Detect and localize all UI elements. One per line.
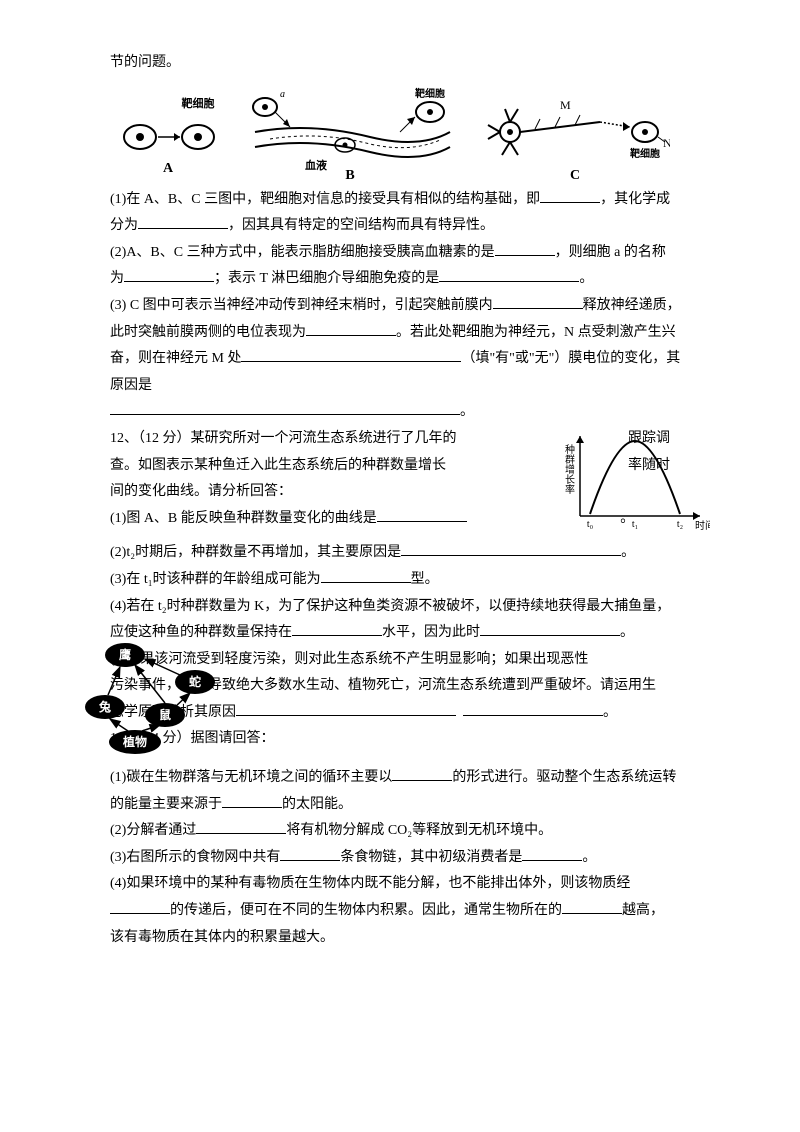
q13-4-line1: (4)如果环境中的某种有毒物质在生物体内既不能分解，也不能排出体外，则该物质经	[110, 871, 690, 898]
blank	[522, 846, 582, 861]
blank	[236, 701, 456, 716]
intro-fragment: 节的问题。	[110, 50, 690, 77]
blank	[377, 507, 467, 522]
svg-text:t₀: t₀	[587, 519, 594, 530]
q12-3: (3)在 t₁时该种群的年龄组成可能为型。	[110, 567, 690, 594]
q12-block: t₀ t₁ t₂ 时间 种群增长率 12、（12 分）某研究所对一个河流生态系统…	[110, 426, 690, 532]
blank	[222, 793, 282, 808]
svg-text:鹰: 鹰	[119, 647, 131, 662]
blank	[196, 819, 286, 834]
blank	[540, 188, 600, 203]
blank	[480, 621, 620, 636]
q11-3-line4: 。	[110, 399, 690, 426]
svg-text:靶细胞: 靶细胞	[182, 96, 215, 110]
q11-3-line3: 奋，则在神经元 M 处（填"有"或"无"）膜电位的变化，其原因是	[110, 346, 690, 399]
blank	[439, 267, 579, 282]
svg-text:血液: 血液	[305, 158, 328, 172]
q12-4-line1: (4)若在 t₂时种群数量为 K，为了保护这种鱼类资源不被破坏，以便持续地获得最…	[110, 594, 690, 621]
blank	[241, 347, 461, 362]
q13-1-line2: 的能量主要来源于的太阳能。	[110, 792, 690, 819]
svg-text:鼠: 鼠	[159, 707, 171, 722]
q13-4-line3: 该有毒物质在其体内的积累量越大。	[110, 925, 690, 952]
q11-2-line2: 为；表示 T 淋巴细胞介导细胞免疫的是。	[110, 266, 690, 293]
q11-2: (2)A、B、C 三种方式中，能表示脂肪细胞接受胰高血糖素的是，则细胞 a 的名…	[110, 240, 690, 267]
blank	[392, 766, 452, 781]
svg-text:兔: 兔	[98, 699, 111, 714]
document-page: 节的问题。 靶细胞 A a 血液	[0, 0, 800, 1132]
blank	[495, 241, 555, 256]
blank	[110, 400, 460, 415]
blank	[110, 899, 170, 914]
q12-header-line1: 12、（12 分）某研究所对一个河流生态系统进行了几年的 跟踪调	[110, 426, 490, 453]
svg-text:蛇: 蛇	[189, 674, 201, 689]
blank	[562, 899, 622, 914]
q11-1-line2: 分为，因其具有特定的空间结构而具有特异性。	[110, 213, 690, 240]
svg-text:种群增长率: 种群增长率	[563, 443, 575, 495]
food-web-diagram: 鹰 蛇 兔 鼠 植物	[80, 637, 230, 757]
q13-4-line2: 的传递后，便可在不同的生物体内积累。因此，通常生物所在的越高，	[110, 898, 690, 925]
blank	[280, 846, 340, 861]
q11-3-line2: 此时突触前膜两侧的电位表现为。若此处靶细胞为神经元，N 点受刺激产生兴	[110, 320, 690, 347]
q13-1: (1)碳在生物群落与无机环境之间的循环主要以的形式进行。驱动整个生态系统运转	[110, 765, 690, 792]
svg-text:C: C	[570, 168, 580, 183]
svg-text:t₂: t₂	[677, 519, 683, 530]
svg-text:N: N	[663, 136, 670, 150]
svg-text:M: M	[560, 98, 571, 112]
diagram-abc: 靶细胞 A a 血液 靶细胞 B	[110, 77, 670, 187]
svg-text:B: B	[345, 168, 354, 183]
blank	[401, 541, 621, 556]
q13-2: (2)分解者通过将有机物分解成 CO₂等释放到无机环境中。	[110, 818, 690, 845]
q11-3: (3) C 图中可表示当神经冲动传到神经末梢时，引起突触前膜内释放神经递质，	[110, 293, 690, 320]
blank	[493, 294, 583, 309]
q12-line2: 查。如图表示某种鱼迁入此生态系统后的种群数量增长 率随时	[110, 453, 490, 480]
svg-text:靶细胞: 靶细胞	[630, 147, 660, 160]
blank	[321, 568, 411, 583]
q12-growth-chart: t₀ t₁ t₂ 时间 种群增长率	[560, 426, 710, 536]
svg-text:时间: 时间	[695, 519, 710, 532]
blank	[463, 701, 603, 716]
svg-text:t₁: t₁	[632, 519, 638, 530]
blank	[292, 621, 382, 636]
blank	[124, 267, 214, 282]
blank	[138, 214, 228, 229]
q12-5-block: 鹰 蛇 兔 鼠 植物 (5)如果该河流受到轻度污染，则对此生态系统不产生明显影响…	[110, 647, 690, 753]
svg-text:植物: 植物	[122, 734, 147, 749]
svg-text:A: A	[163, 161, 174, 176]
svg-text:a: a	[280, 89, 285, 100]
q12-2: (2)t₂时期后，种群数量不再增加，其主要原因是。	[110, 540, 690, 567]
svg-text:靶细胞: 靶细胞	[415, 87, 445, 100]
q11-1: (1)在 A、B、C 三图中，靶细胞对信息的接受具有相似的结构基础，即，其化学成	[110, 187, 690, 214]
blank	[306, 321, 396, 336]
q13-3: (3)右图所示的食物网中共有条食物链，其中初级消费者是。	[110, 845, 690, 872]
